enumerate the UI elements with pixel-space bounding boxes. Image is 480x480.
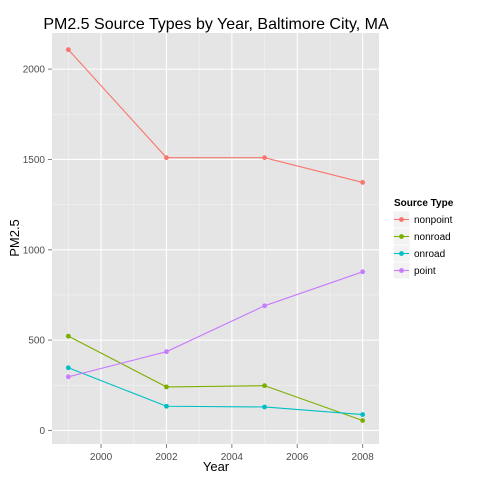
data-point-nonpoint bbox=[360, 180, 366, 185]
legend-key-point bbox=[399, 268, 404, 273]
series-line-point bbox=[68, 271, 363, 378]
data-point-nonpoint bbox=[65, 47, 71, 53]
legend: Source Type nonpoint nonroad onroad point bbox=[392, 198, 454, 280]
legend-item-nonroad: nonroad bbox=[392, 227, 451, 246]
data-point-onroad bbox=[360, 412, 366, 417]
data-point-onroad bbox=[65, 365, 71, 371]
y-axis: 0 500 1000 1500 2000 bbox=[23, 65, 52, 437]
y-tick-label: 500 bbox=[28, 336, 45, 347]
data-point-nonroad bbox=[360, 418, 366, 423]
series-line-nonpoint bbox=[67, 49, 363, 183]
series-line-onroad bbox=[68, 367, 363, 416]
data-point-point bbox=[262, 303, 267, 309]
legend-key-point bbox=[399, 251, 404, 256]
y-tick-label: 1000 bbox=[23, 245, 46, 256]
y-tick-label: 0 bbox=[39, 426, 45, 437]
x-tick-label: 2008 bbox=[352, 452, 375, 463]
data-point-point bbox=[164, 349, 169, 355]
data-point-nonpoint bbox=[164, 155, 169, 161]
grid-major bbox=[52, 33, 379, 444]
data-point-nonroad bbox=[164, 384, 169, 390]
plot-panel bbox=[52, 33, 379, 444]
legend-items: nonpoint nonroad onroad point bbox=[392, 210, 453, 280]
series-line-nonroad bbox=[68, 335, 363, 422]
chart-title: PM2.5 Source Types by Year, Baltimore Ci… bbox=[43, 16, 389, 33]
data-point-nonpoint bbox=[262, 155, 267, 161]
data-point-point bbox=[360, 269, 366, 275]
data-point-nonroad bbox=[262, 383, 267, 389]
legend-key-point bbox=[399, 217, 404, 222]
legend-title: Source Type bbox=[394, 198, 454, 209]
series-lines bbox=[67, 49, 363, 422]
data-point-onroad bbox=[164, 403, 169, 409]
y-axis-title: PM2.5 bbox=[7, 219, 22, 257]
legend-label: point bbox=[414, 266, 436, 277]
x-tick-label: 2002 bbox=[155, 452, 178, 463]
legend-item-point: point bbox=[392, 261, 436, 280]
y-tick-label: 2000 bbox=[23, 65, 46, 76]
legend-label: nonroad bbox=[414, 232, 451, 243]
x-tick-label: 2006 bbox=[286, 452, 309, 463]
x-axis-title: Year bbox=[203, 459, 230, 474]
legend-label: onroad bbox=[414, 249, 445, 260]
data-point-onroad bbox=[262, 404, 267, 410]
legend-key-point bbox=[399, 234, 404, 239]
series-points bbox=[65, 47, 366, 423]
data-point-point bbox=[65, 374, 71, 380]
x-tick-label: 2000 bbox=[90, 452, 113, 463]
legend-label: nonpoint bbox=[414, 215, 453, 226]
y-tick-label: 1500 bbox=[23, 155, 46, 166]
x-tick-label: 2004 bbox=[221, 452, 244, 463]
x-axis: 2000 2002 2004 2006 2008 bbox=[90, 444, 374, 463]
data-point-nonroad bbox=[65, 333, 71, 339]
